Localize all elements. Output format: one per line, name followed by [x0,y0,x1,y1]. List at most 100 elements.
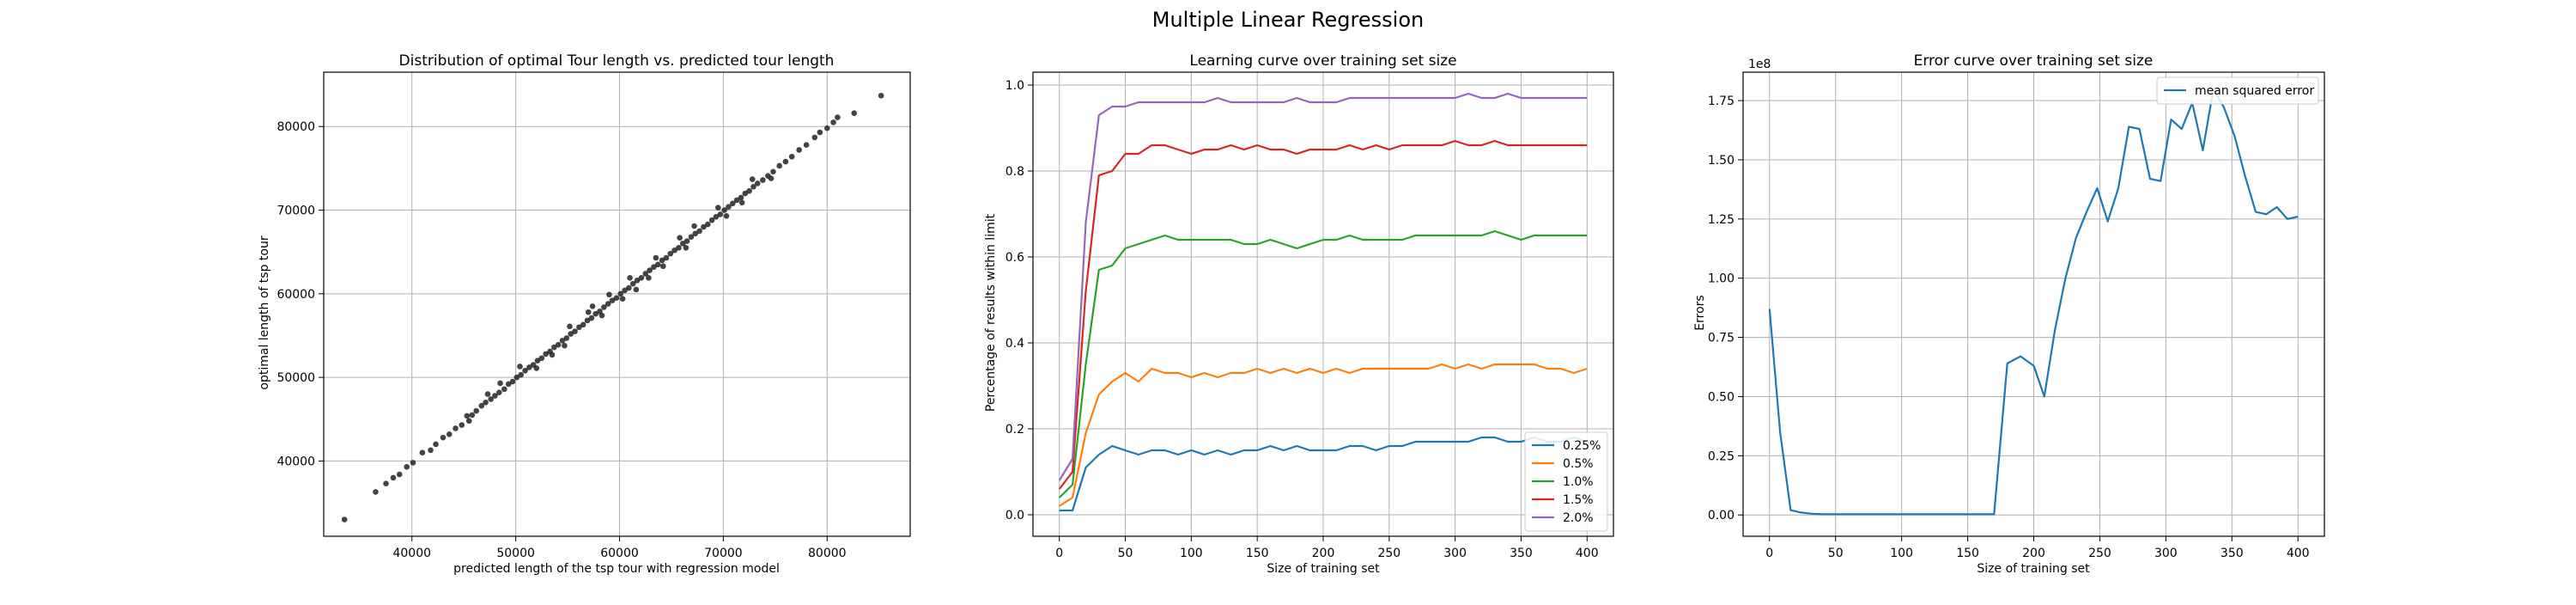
scatter-point [383,480,389,487]
scatter-point [478,402,485,409]
scatter-point [567,323,573,330]
error-curve-y-tick-label: 1.75 [1708,95,1735,108]
scatter-point [768,175,775,181]
learning-curve-x-tick-label: 400 [1576,547,1599,560]
scatter-y-tick-label: 70000 [276,205,315,218]
scatter-x-axis-label: predicted length of the tsp tour with re… [453,562,780,576]
error-curve-plot-area: 0 50 100 150 200 250 300 350 400 0.00 0.25 0.50 0.75… [1708,71,2325,560]
scatter-point [696,228,702,235]
scatter-point [492,393,498,399]
learning-curve-series-line [1059,363,1588,507]
scatter-point [647,267,653,273]
scatter-point [592,310,599,317]
learning-curve-legend-label: 1.0% [1563,475,1594,489]
scatter-point [517,364,523,370]
error-curve-y-tick-label: 0.75 [1708,332,1735,345]
scatter-point [726,204,732,210]
error-curve-y-tick-label: 0.25 [1708,449,1735,463]
scatter-point [776,162,782,169]
scatter-point [562,342,568,349]
scatter-point [679,241,686,247]
learning-curve-y-tick-label: 0.0 [1005,509,1024,522]
scatter-point [509,378,516,385]
learning-curve-plot-area: 0 50 100 150 200 250 300 350 400 0.0 0.2 0.4 0.6 0.8 1… [1005,71,1614,560]
scatter-point [488,396,494,402]
scatter-point [704,221,711,228]
scatter-point [749,176,756,182]
scatter-point [534,358,541,364]
error-curve-axes-frame [1742,71,2325,537]
scatter-point [526,364,532,370]
scatter-point [733,197,740,204]
scatter-point [723,213,730,219]
scatter-point [617,290,624,297]
scatter-point [597,308,603,315]
scatter-x-tick-label: 80000 [808,547,847,560]
scatter-point [585,309,592,315]
scatter-point [671,247,677,254]
scatter-point [505,381,512,388]
scatter-point [717,211,724,217]
scatter-point [646,275,652,281]
error-curve-x-tick-label: 300 [2154,547,2178,560]
scatter-point [626,284,632,291]
error-curve-legend [2156,76,2319,105]
scatter-point [588,315,595,321]
scatter-point [691,223,697,229]
scatter-point [584,317,591,324]
scatter-point [543,351,549,358]
scatter-point [742,190,749,197]
scatter-point [642,271,649,277]
scatter-point [440,434,447,441]
scatter-point [653,254,659,261]
scatter-y-tick-label: 60000 [276,288,315,302]
learning-curve-series-line [1058,229,1588,498]
scatter-point [538,355,545,362]
learning-curve-x-tick-label: 0 [1055,547,1063,560]
scatter-point [746,187,752,194]
scatter-point [605,301,611,307]
scatter-point [572,328,578,334]
scatter-point [659,263,666,270]
scatter-point [568,331,574,337]
learning-curve-x-tick-label: 350 [1510,547,1533,560]
scatter-point [609,297,616,303]
scatter-point [465,418,472,425]
scatter-point [563,335,570,341]
learning-curve-x-tick-label: 50 [1118,547,1133,560]
learning-curve-y-tick-label: 0.4 [1005,337,1024,351]
figure-suptitle: Multiple Linear Regression [1152,8,1424,32]
scatter-point [484,391,491,397]
error-curve-x-tick-label: 200 [2022,547,2045,560]
scatter-point [396,471,403,478]
scatter-x-tick-label: 60000 [600,547,639,560]
scatter-point [677,235,683,241]
scatter-point [683,245,690,251]
error-curve-x-tick-label: 350 [2221,547,2244,560]
scatter-panel: Distribution of optimal Tour length vs. … [258,52,911,576]
learning-curve-series-line [1059,436,1588,512]
learning-curve-x-tick-label: 150 [1246,547,1269,560]
scatter-point [518,371,524,378]
scatter-point [598,312,605,319]
learning-curve-panel: Learning curve over training set size Si… [984,52,1614,576]
scatter-point [721,207,727,213]
scatter-point [497,380,503,387]
scatter-y-axis-label: optimal length of tsp tour [258,235,271,389]
scatter-point [830,119,836,125]
scatter-y-tick-label: 50000 [276,371,315,385]
scatter-point [750,183,756,190]
learning-curve-y-tick-label: 0.8 [1005,165,1024,179]
scatter-point [823,125,830,131]
error-curve-x-tick-label: 400 [2287,547,2310,560]
scatter-point [446,431,453,437]
error-curve-offset-label: 1e8 [1748,58,1771,71]
scatter-point [464,412,471,419]
scatter-point [576,324,582,331]
learning-curve-x-tick-label: 250 [1377,547,1400,560]
error-curve-x-tick-label: 100 [1890,547,1913,560]
scatter-point [633,286,640,293]
scatter-point [667,250,674,257]
